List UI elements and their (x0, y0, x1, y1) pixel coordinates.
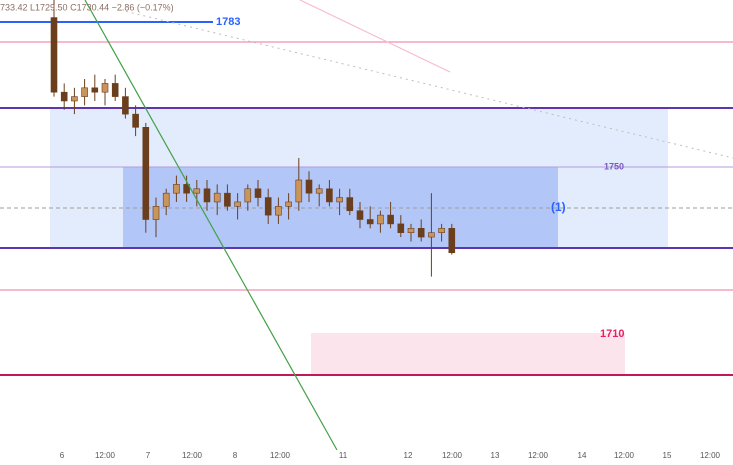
candle-body (295, 179, 303, 203)
candle-body (254, 188, 262, 198)
candle-body (417, 227, 425, 238)
candle-body (224, 192, 231, 207)
x-tick-label: 14 (578, 451, 587, 460)
x-tick-label: 12:00 (528, 451, 549, 460)
candle-body (173, 184, 180, 194)
x-tick-label: 12:00 (270, 451, 291, 460)
candle-body (142, 127, 150, 220)
candle-body (132, 113, 139, 128)
candle-body (407, 227, 415, 233)
candle-body (193, 188, 201, 194)
x-tick-label: 11 (339, 451, 348, 460)
ohlc-header: 733.42 L1729.50 C1730.44 −2.86 (−0.17%) (0, 2, 174, 12)
x-tick-label: 12 (404, 451, 413, 460)
candle-body (213, 192, 221, 203)
candle-body (346, 197, 354, 212)
trend-line (299, 0, 451, 73)
candle-body (91, 87, 99, 93)
candle-body (326, 188, 333, 203)
candle-body (336, 197, 343, 203)
candle-body (377, 214, 384, 225)
candle-body (183, 184, 190, 194)
candle-body (101, 83, 109, 93)
candle-body (203, 188, 211, 203)
x-tick-label: 12:00 (442, 451, 463, 460)
trend-line (84, 0, 338, 451)
level-label: 1750 (604, 161, 624, 171)
candle-body (305, 179, 313, 194)
candle-body (356, 210, 364, 220)
x-tick-label: 6 (60, 451, 65, 460)
candle-body (315, 188, 323, 194)
x-tick-label: 12:00 (95, 451, 116, 460)
candle-body (234, 201, 241, 207)
candle-body (285, 201, 292, 207)
candle-body (60, 91, 68, 102)
level-label: 1783 (216, 16, 240, 28)
candle-body (438, 227, 445, 233)
level-label: 1710 (600, 328, 624, 340)
x-tick-label: 12:00 (700, 451, 721, 460)
candles (50, 0, 456, 277)
candle-body (397, 223, 405, 233)
candle-body (428, 232, 435, 238)
x-tick-label: 7 (146, 451, 151, 460)
zone-box (311, 333, 625, 375)
x-tick-label: 12:00 (182, 451, 203, 460)
x-tick-label: 8 (233, 451, 238, 460)
x-axis: 6 12:00 7 12:00 8 12:00 11 12 12:00 13 12:00 14 12:0… (60, 451, 721, 460)
candle-body (111, 83, 119, 97)
candle-body (244, 188, 252, 203)
candle-body (264, 197, 272, 216)
candle-body (275, 206, 282, 216)
candle-body (122, 96, 129, 115)
candle-body (81, 87, 88, 97)
candle-body (162, 192, 170, 207)
x-tick-label: 13 (491, 451, 500, 460)
candle-body (366, 219, 374, 225)
x-tick-label: 12:00 (614, 451, 635, 460)
x-tick-label: 15 (663, 451, 672, 460)
candle-body (387, 214, 394, 225)
candle-body (71, 96, 78, 102)
candle-body (152, 206, 160, 220)
candle-body (50, 17, 58, 93)
range-label: (1) (551, 200, 566, 214)
candle-body (448, 227, 456, 254)
